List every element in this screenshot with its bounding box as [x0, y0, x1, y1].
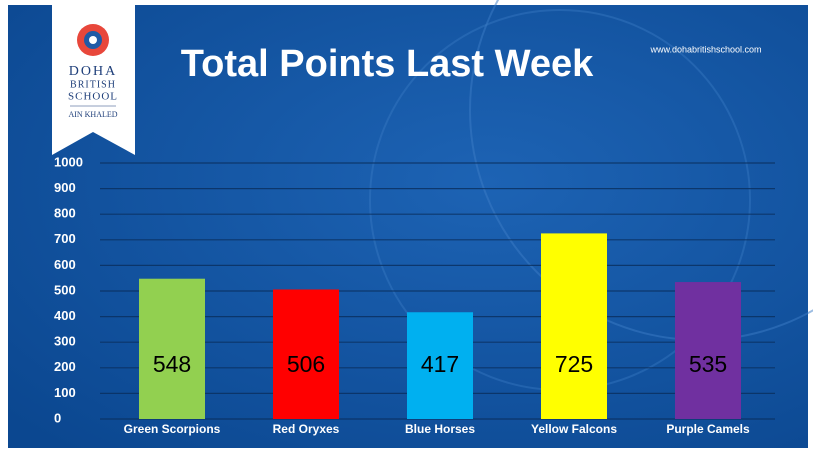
y-tick-label: 500	[54, 282, 76, 297]
y-tick-label: 400	[54, 308, 76, 323]
data-label: 725	[555, 351, 593, 377]
y-tick-label: 800	[54, 206, 76, 221]
website: www.dohabritishschool.com	[649, 44, 761, 54]
logo-text: DOHA	[69, 64, 117, 79]
bar	[541, 233, 607, 419]
x-tick-label: Red Oryxes	[273, 422, 340, 436]
data-label: 506	[287, 351, 325, 377]
y-tick-label: 600	[54, 257, 76, 272]
x-tick-label: Yellow Falcons	[531, 422, 617, 436]
x-tick-label: Purple Camels	[666, 422, 750, 436]
logo-text: BRITISH	[70, 79, 116, 90]
y-tick-label: 1000	[54, 154, 83, 169]
data-label: 535	[689, 351, 727, 377]
y-tick-label: 900	[54, 180, 76, 195]
y-tick-label: 700	[54, 231, 76, 246]
logo-emblem	[77, 24, 109, 56]
logo-text: SCHOOL	[68, 91, 118, 103]
logo-text: AIN KHALED	[68, 110, 117, 119]
data-label: 417	[421, 351, 459, 377]
x-tick-label: Blue Horses	[405, 422, 475, 436]
page: DOHA BRITISH SCHOOL AIN KHALED Total Poi…	[0, 0, 813, 451]
y-tick-label: 200	[54, 359, 76, 374]
data-label: 548	[153, 351, 191, 377]
bar	[139, 279, 205, 419]
x-tick-label: Green Scorpions	[124, 422, 221, 436]
y-tick-label: 0	[54, 410, 61, 425]
chart: DOHA BRITISH SCHOOL AIN KHALED Total Poi…	[0, 0, 813, 451]
chart-title: Total Points Last Week	[181, 43, 594, 85]
y-tick-label: 300	[54, 334, 76, 349]
y-tick-label: 100	[54, 385, 76, 400]
